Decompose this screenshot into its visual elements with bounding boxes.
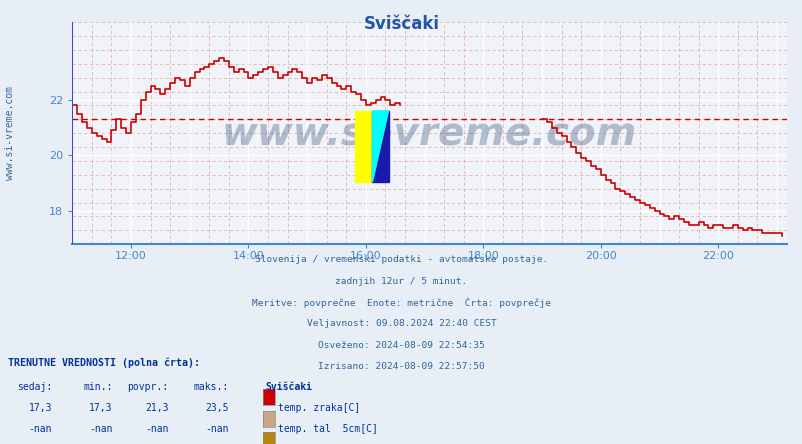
Text: Slovenija / vremenski podatki - avtomatske postaje.: Slovenija / vremenski podatki - avtomats… xyxy=(254,255,548,264)
Text: sedaj:: sedaj: xyxy=(17,382,52,392)
Text: www.si-vreme.com: www.si-vreme.com xyxy=(5,86,14,180)
Text: 17,3: 17,3 xyxy=(29,403,52,413)
Text: 23,5: 23,5 xyxy=(205,403,229,413)
Text: min.:: min.: xyxy=(83,382,112,392)
Text: -nan: -nan xyxy=(205,424,229,435)
Text: zadnjih 12ur / 5 minut.: zadnjih 12ur / 5 minut. xyxy=(335,277,467,285)
Text: Meritve: povprečne  Enote: metrične  Črta: povprečje: Meritve: povprečne Enote: metrične Črta:… xyxy=(252,298,550,309)
Text: povpr.:: povpr.: xyxy=(128,382,168,392)
Text: -nan: -nan xyxy=(29,424,52,435)
Bar xyxy=(354,111,372,182)
Text: Osveženo: 2024-08-09 22:54:35: Osveženo: 2024-08-09 22:54:35 xyxy=(318,341,484,349)
Text: 17,3: 17,3 xyxy=(89,403,112,413)
Text: Sviščaki: Sviščaki xyxy=(363,15,439,33)
Text: TRENUTNE VREDNOSTI (polna črta):: TRENUTNE VREDNOSTI (polna črta): xyxy=(8,357,200,368)
Text: Veljavnost: 09.08.2024 22:40 CEST: Veljavnost: 09.08.2024 22:40 CEST xyxy=(306,319,496,328)
Text: maks.:: maks.: xyxy=(193,382,229,392)
Text: -nan: -nan xyxy=(89,424,112,435)
Polygon shape xyxy=(372,111,388,182)
Text: Sviščaki: Sviščaki xyxy=(265,382,312,392)
Text: Izrisano: 2024-08-09 22:57:50: Izrisano: 2024-08-09 22:57:50 xyxy=(318,362,484,371)
Bar xyxy=(372,111,388,182)
Text: -nan: -nan xyxy=(145,424,168,435)
Text: 21,3: 21,3 xyxy=(145,403,168,413)
Text: temp. zraka[C]: temp. zraka[C] xyxy=(277,403,359,413)
Text: www.si-vreme.com: www.si-vreme.com xyxy=(221,114,637,152)
Text: temp. tal  5cm[C]: temp. tal 5cm[C] xyxy=(277,424,377,435)
